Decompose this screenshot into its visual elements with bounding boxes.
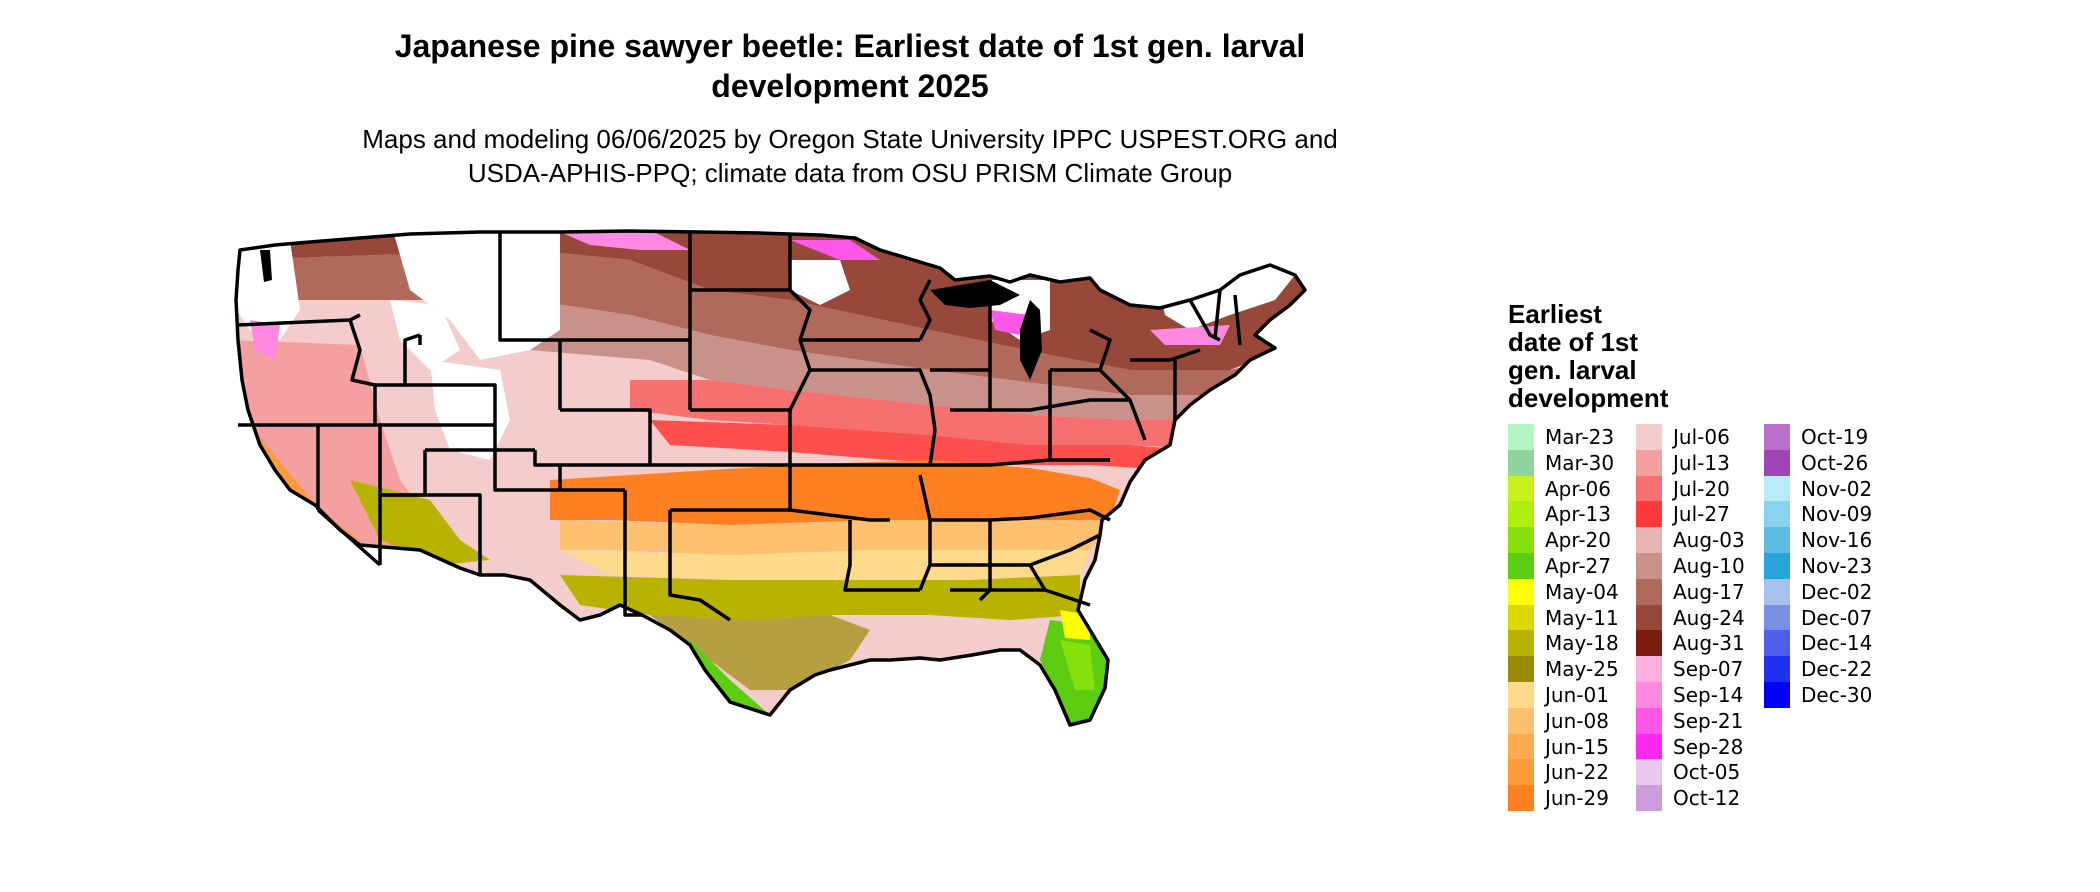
legend-swatch [1508,527,1534,553]
legend-label: Apr-27 [1545,553,1611,578]
legend-swatch [1508,785,1534,811]
legend-label: Nov-09 [1801,502,1873,527]
legend-title-line: gen. larval [1508,355,1637,385]
legend-label: Jul-20 [1673,476,1730,501]
legend-swatch [1636,449,1662,476]
map-title-line-2: development 2025 [711,68,989,104]
legend-swatch [1636,707,1662,734]
legend-swatch [1508,501,1534,528]
legend-label: Jun-08 [1545,708,1609,733]
legend-label: Dec-14 [1801,631,1873,656]
legend-swatch [1508,578,1534,605]
legend-label: Aug-24 [1673,605,1745,630]
legend-label: Apr-13 [1545,502,1611,527]
legend-label: Jul-27 [1673,502,1730,527]
legend-swatch [1764,552,1790,579]
legend-title: Earliest date of 1st gen. larval develop… [1508,300,1668,412]
legend-label: Sep-28 [1673,734,1744,759]
legend-swatch [1636,578,1662,605]
legend-swatch [1636,759,1662,786]
legend-swatch [1636,424,1662,450]
legend-label: Dec-07 [1801,605,1873,630]
legend-swatch [1636,733,1662,760]
map-subtitle-line-1: Maps and modeling 06/06/2025 by Oregon S… [362,124,1338,154]
legend-label: Aug-31 [1673,631,1745,656]
legend-label: Apr-06 [1545,476,1611,501]
legend-swatch [1764,424,1790,450]
legend-label: Oct-26 [1801,450,1869,475]
legend-label: Oct-19 [1801,425,1869,449]
legend-swatch [1636,604,1662,631]
legend-swatch [1764,604,1790,631]
legend-label: Jun-01 [1545,682,1609,707]
legend-label: Jul-06 [1673,425,1730,449]
legend-label: Nov-16 [1801,528,1873,553]
legend-swatch [1508,604,1534,631]
legend-label: Dec-30 [1801,682,1873,707]
legend-label: Aug-03 [1673,528,1745,553]
legend-label: May-04 [1545,579,1619,604]
legend-swatch [1508,707,1534,734]
legend-swatch [1636,656,1662,682]
legend-swatch [1636,630,1662,657]
legend-label: Mar-30 [1545,450,1615,475]
legend-label: Jun-22 [1545,760,1609,785]
legend-label: Dec-02 [1801,579,1873,604]
legend-swatch [1764,681,1790,708]
legend-swatch [1508,449,1534,476]
legend-label: Sep-14 [1673,682,1744,707]
us-degree-day-map [234,229,1307,727]
legend-swatch [1764,475,1790,502]
legend-swatch [1764,578,1790,605]
legend-label: Oct-05 [1673,760,1741,785]
legend-swatch [1508,759,1534,786]
legend-swatch [1764,501,1790,528]
legend-swatch [1508,424,1534,450]
legend-label: Dec-22 [1801,657,1873,682]
legend-label: May-11 [1545,605,1619,630]
legend-label: Mar-23 [1545,425,1615,449]
legend-swatch [1636,501,1662,528]
legend-label: Aug-10 [1673,553,1745,578]
legend-label: Jun-15 [1545,734,1609,759]
legend-title-line: Earliest [1508,299,1602,329]
legend-label: Apr-20 [1545,528,1611,553]
legend-swatch [1508,733,1534,760]
legend-swatch [1636,552,1662,579]
legend-swatch [1764,527,1790,553]
legend-label: Sep-21 [1673,708,1744,733]
legend-swatch [1636,681,1662,708]
legend-swatch [1508,656,1534,682]
legend-swatch [1508,475,1534,502]
legend-label: May-18 [1545,631,1619,656]
legend-label: Sep-07 [1673,657,1744,682]
legend-swatch [1508,552,1534,579]
legend-label: Nov-02 [1801,476,1873,501]
legend-label: Oct-12 [1673,786,1741,811]
legend-swatch [1636,527,1662,553]
legend-label: May-25 [1545,657,1619,682]
legend-label: Jul-13 [1673,450,1730,475]
legend-title-line: date of 1st [1508,327,1639,357]
legend-swatch [1508,681,1534,708]
legend-label: Jun-29 [1545,786,1609,811]
legend-swatch [1764,656,1790,682]
legend-swatch [1764,630,1790,657]
map-title-line-1: Japanese pine sawyer beetle: Earliest da… [394,28,1306,64]
legend-swatch [1508,630,1534,657]
legend-swatch [1636,785,1662,811]
legend-swatch [1636,475,1662,502]
legend-swatch [1764,449,1790,476]
legend-label: Aug-17 [1673,579,1745,604]
map-subtitle-line-2: USDA-APHIS-PPQ; climate data from OSU PR… [467,158,1233,188]
legend-title-line: development [1508,383,1669,413]
legend-label: Nov-23 [1801,553,1873,578]
